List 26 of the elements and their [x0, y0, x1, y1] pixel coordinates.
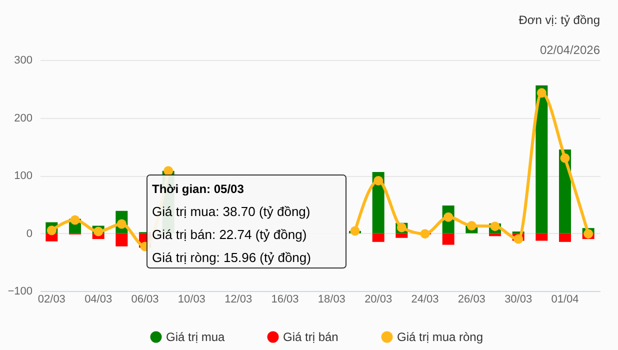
x-tick-label: 06/03 — [131, 294, 159, 306]
annotation: Thời gian: 05/03 — [152, 182, 244, 196]
x-tick-label: 18/03 — [318, 294, 346, 306]
legend-label: Giá trị mua ròng — [397, 330, 484, 344]
x-tick-label: 04/03 — [84, 294, 112, 306]
x-tick-label: 24/03 — [411, 294, 439, 306]
x-tick-label: 16/03 — [271, 294, 299, 306]
x-tick-label: 10/03 — [178, 294, 206, 306]
legend-label: Giá trị bán — [283, 330, 338, 344]
text: Đơn vị: tỷ đồng — [518, 13, 600, 27]
x-tick-label: 30/03 — [504, 294, 532, 306]
annotation: Giá trị bán: 22.74 (tỷ đồng) — [152, 227, 307, 242]
annotation: Giá trị ròng: 15.96 (tỷ đồng) — [152, 250, 311, 265]
x-tick-label: 20/03 — [364, 294, 392, 306]
y-tick-label: −100 — [8, 286, 32, 298]
y-tick-label: 300 — [14, 54, 32, 66]
legend-label: Giá trị mua — [166, 330, 226, 344]
y-tick-label: 200 — [14, 112, 32, 124]
y-tick-label: 100 — [14, 170, 32, 182]
text: 02/04/2026 — [540, 43, 600, 57]
x-tick-label: 26/03 — [458, 294, 486, 306]
x-tick-label: 12/03 — [224, 294, 252, 306]
x-tick-label: 02/03 — [38, 294, 66, 306]
annotation: Giá trị mua: 38.70 (tỷ đồng) — [152, 204, 310, 219]
y-tick-label: 0 — [26, 228, 32, 240]
x-tick-label: 01/04 — [551, 294, 579, 306]
